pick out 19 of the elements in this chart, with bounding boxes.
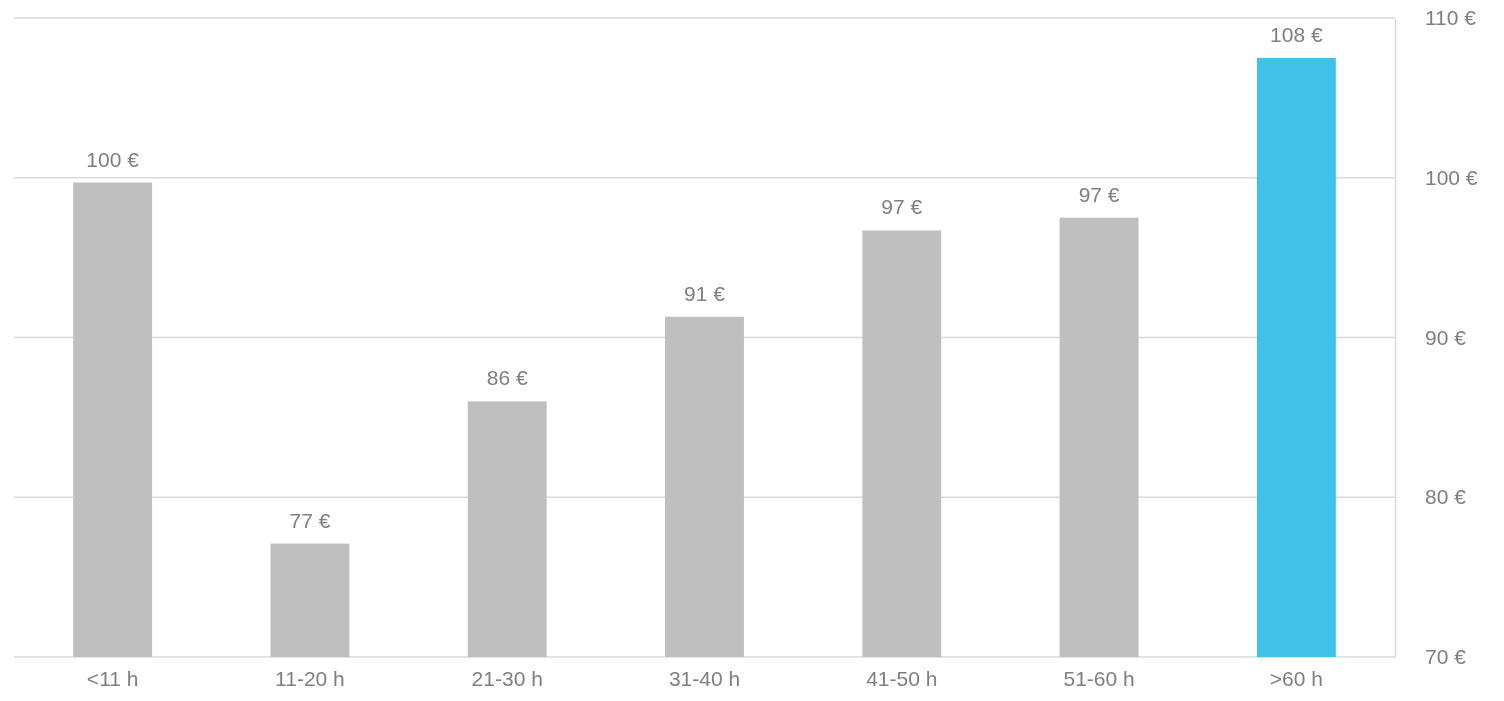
data-label: 91 €	[684, 281, 726, 305]
data-label: 77 €	[289, 508, 331, 532]
x-tick-label: 51-60 h	[1063, 666, 1135, 690]
data-label: 97 €	[881, 195, 923, 219]
x-tick-label: 11-20 h	[275, 666, 345, 690]
data-label: 97 €	[1078, 182, 1120, 206]
x-tick-label: <11 h	[86, 666, 139, 690]
y-tick-label: 90 €	[1425, 325, 1467, 349]
data-label: 100 €	[86, 147, 140, 171]
y-tick-label: 80 €	[1425, 485, 1467, 509]
x-tick-label: >60 h	[1269, 666, 1323, 690]
y-tick-label: 100 €	[1425, 165, 1478, 189]
x-tick-label: 21-30 h	[471, 666, 543, 690]
data-label: 86 €	[486, 366, 528, 390]
y-tick-label: 110 €	[1425, 6, 1477, 30]
x-tick-label: 41-50 h	[866, 666, 938, 690]
y-tick-label: 70 €	[1425, 645, 1467, 669]
data-label: 108 €	[1270, 22, 1323, 46]
x-tick-label: 31-40 h	[668, 666, 741, 690]
